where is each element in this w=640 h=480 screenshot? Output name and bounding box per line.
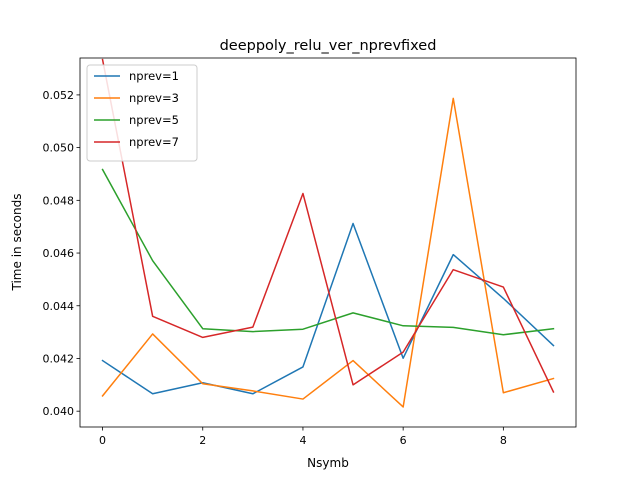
x-tick-label: 4 bbox=[299, 434, 306, 447]
x-tick-label: 8 bbox=[500, 434, 507, 447]
x-tick-label: 2 bbox=[199, 434, 206, 447]
legend-label: nprev=3 bbox=[129, 91, 179, 105]
legend-label: nprev=1 bbox=[129, 69, 179, 83]
series-line-nprev-7 bbox=[101, 58, 555, 393]
y-tick-label: 0.044 bbox=[43, 300, 75, 313]
x-tick-label: 6 bbox=[400, 434, 407, 447]
legend-label: nprev=7 bbox=[129, 135, 179, 149]
y-axis-label: Time in seconds bbox=[10, 194, 24, 292]
legend-box bbox=[86, 64, 198, 162]
series-line-nprev-1 bbox=[101, 222, 555, 395]
y-tick-label: 0.052 bbox=[43, 89, 75, 102]
y-tick-label: 0.048 bbox=[43, 194, 75, 207]
axes-frame bbox=[79, 57, 577, 428]
plot-area bbox=[101, 58, 555, 408]
legend: nprev=1 nprev=3 nprev=5 nprev=7 bbox=[86, 64, 198, 162]
axes: 0 2 4 6 8 0.040 0.042 0.044 0.046 0.048 0.050 0.052 bbox=[43, 57, 577, 447]
y-tick-label: 0.046 bbox=[43, 247, 75, 260]
series-line-nprev-3 bbox=[101, 97, 555, 408]
x-tick-label: 0 bbox=[99, 434, 106, 447]
chart-title: deeppoly_relu_ver_nprevfixed bbox=[220, 38, 437, 54]
legend-label: nprev=5 bbox=[129, 113, 179, 127]
y-tick-label: 0.040 bbox=[43, 405, 75, 418]
series-line-nprev-5 bbox=[101, 168, 555, 336]
x-axis-label: Nsymb bbox=[307, 456, 349, 470]
y-tick-label: 0.050 bbox=[43, 142, 75, 155]
y-tick-label: 0.042 bbox=[43, 352, 75, 365]
